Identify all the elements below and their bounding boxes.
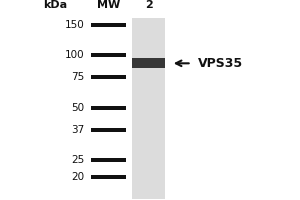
Text: 150: 150: [65, 20, 85, 30]
FancyBboxPatch shape: [91, 75, 126, 79]
Text: VPS35: VPS35: [198, 57, 243, 70]
Text: 75: 75: [71, 72, 85, 82]
Text: 100: 100: [65, 50, 85, 60]
FancyBboxPatch shape: [91, 128, 126, 132]
FancyBboxPatch shape: [91, 23, 126, 27]
Text: kDa: kDa: [43, 0, 67, 10]
FancyBboxPatch shape: [91, 175, 126, 179]
FancyBboxPatch shape: [132, 58, 165, 68]
FancyBboxPatch shape: [91, 158, 126, 162]
Text: 2: 2: [145, 0, 152, 10]
Text: 25: 25: [71, 155, 85, 165]
Text: MW: MW: [97, 0, 120, 10]
FancyBboxPatch shape: [132, 18, 165, 199]
Text: 20: 20: [71, 172, 85, 182]
FancyBboxPatch shape: [91, 53, 126, 57]
Text: 37: 37: [71, 125, 85, 135]
FancyBboxPatch shape: [91, 106, 126, 110]
Text: 50: 50: [71, 103, 85, 113]
